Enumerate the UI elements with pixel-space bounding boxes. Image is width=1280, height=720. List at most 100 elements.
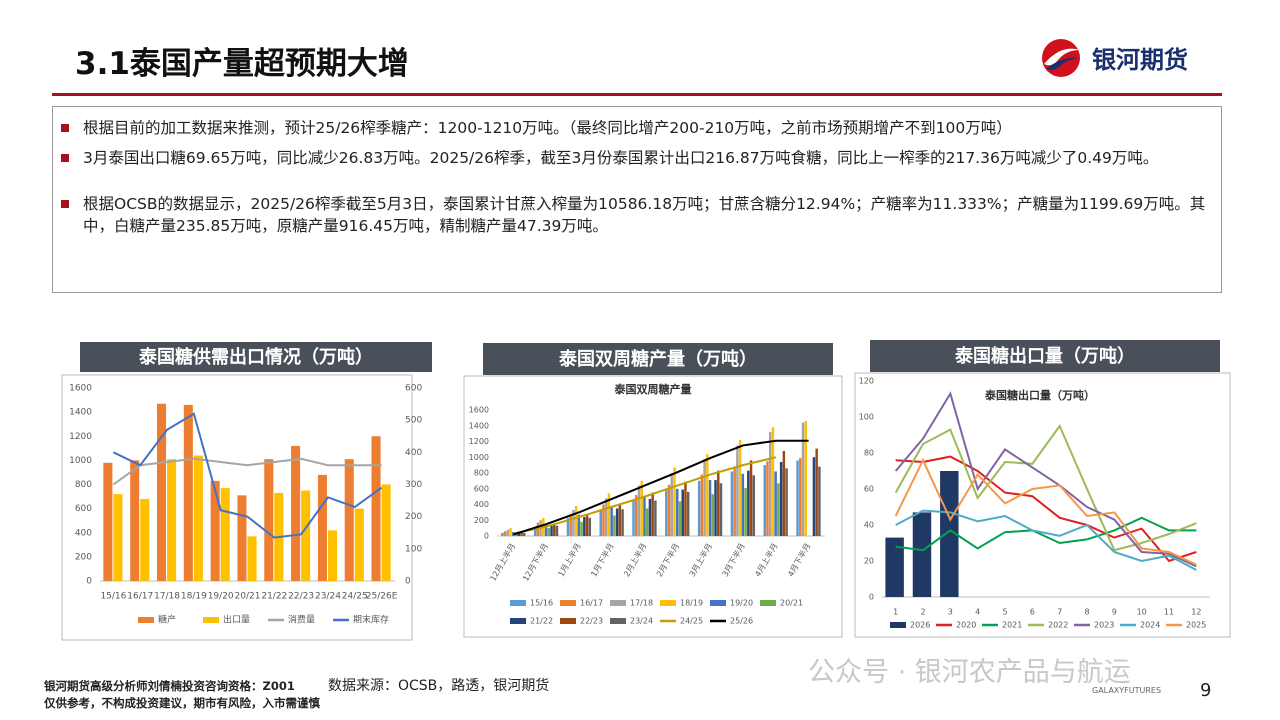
x-tick-label: 10 [1137,608,1147,617]
y-tick-label: 800 [474,469,489,478]
bar [752,475,756,536]
bar [706,454,709,536]
bar [640,480,643,536]
bar [885,537,904,597]
bar [291,445,301,581]
bar [317,474,327,581]
bar [749,460,753,536]
bar [371,436,381,581]
y-tick-label: 800 [75,480,92,490]
bar [183,404,193,581]
y-tick-label: 100 [859,413,874,422]
page-number: 9 [1200,680,1212,701]
bar [599,509,602,536]
y-tick-label: 40 [864,521,874,530]
y-tick-label: 1000 [69,456,92,466]
bar [506,529,510,536]
legend-label: 出口量 [223,614,250,626]
line [895,455,1197,563]
y2-tick-label: 200 [405,512,422,522]
bar [763,465,766,536]
legend-label: 2024 [1140,621,1160,630]
legend-swatch [560,600,576,606]
x-tick-label: 1 [893,608,898,617]
legend-label: 2021 [1002,621,1022,630]
bar [697,480,701,536]
y-tick-label: 1200 [469,437,489,446]
legend-label: 16/17 [580,599,603,608]
bar [940,471,959,597]
slide-title: 3.1泰国产量超预期大增 [75,46,409,82]
bar [801,422,805,536]
x-tick-label: 6 [1030,608,1035,617]
legend-label: 22/23 [580,617,603,626]
legend-swatch [560,618,576,624]
y-tick-label: 200 [474,516,489,525]
bar [779,461,783,536]
legend-swatch [510,618,526,624]
legend-label: 2026 [910,621,930,630]
x-tick-label: 21/22 [261,592,287,602]
bar [514,533,518,536]
legend-swatch [610,618,626,624]
bar [509,528,512,536]
bar [569,513,572,536]
bar [714,480,717,536]
y2-tick-label: 600 [405,384,422,394]
y-tick-label: 1200 [69,432,92,442]
panel-title: 泰国双周糖产量（万吨） [558,348,757,370]
bullet: 根据目前的加工数据来推测，预计25/26榨季糖产：1200-1210万吨。（最终… [61,117,1218,139]
y-tick-label: 1000 [469,453,489,462]
bar [736,445,739,536]
logo-text: 银河期货 [1092,46,1188,74]
bar [632,499,635,536]
bar [580,521,583,536]
bar [804,421,807,536]
x-tick-label: 18/19 [181,592,207,602]
bar [815,448,818,536]
bullet-box: 根据目前的加工数据来推测，预计25/26榨季糖产：1200-1210万吨。（最终… [52,106,1222,293]
legend-swatch [138,617,154,623]
bar [517,532,520,536]
legend-label: 2025 [1186,621,1206,630]
bar [651,492,654,536]
x-tick-label: 12 [1191,608,1201,617]
x-tick-label: 22/23 [288,592,314,602]
bar [130,460,140,581]
bar [744,487,747,536]
line [894,457,1197,566]
legend-label: 24/25 [680,617,703,626]
bar [553,523,556,536]
x-tick-label: 24/25 [342,592,368,602]
y2-tick-label: 500 [405,416,422,426]
bar [635,495,638,536]
bar [785,468,788,536]
y-tick-label: 0 [484,532,489,541]
bar [648,498,652,536]
y-tick-label: 600 [474,484,489,493]
bar [583,517,586,536]
legend-label: 19/20 [730,599,753,608]
y-tick-label: 1600 [469,406,489,415]
bar [670,473,674,536]
y2-tick-label: 300 [405,480,422,490]
bar [193,455,203,581]
bar [643,497,646,536]
bullet: 根据OCSB的数据显示，2025/26榨季截至5月3日，泰国累计甘蔗入榨量为10… [61,193,1218,237]
bar [237,495,247,581]
y-tick-label: 1400 [69,408,92,418]
bar [654,500,657,536]
y2-tick-label: 100 [405,544,422,554]
panel-title-bg [80,342,432,372]
x-tick-label: 5 [1002,608,1007,617]
bar [717,470,720,536]
line [513,439,809,536]
legend-label: 23/24 [630,617,653,626]
y-tick-label: 1600 [69,384,92,394]
bar [645,508,649,536]
x-tick-label: 4 [975,608,980,617]
legend-label: 期末库存 [353,614,389,626]
bar [796,460,799,536]
x-tick-label: 25/26E [366,592,398,602]
